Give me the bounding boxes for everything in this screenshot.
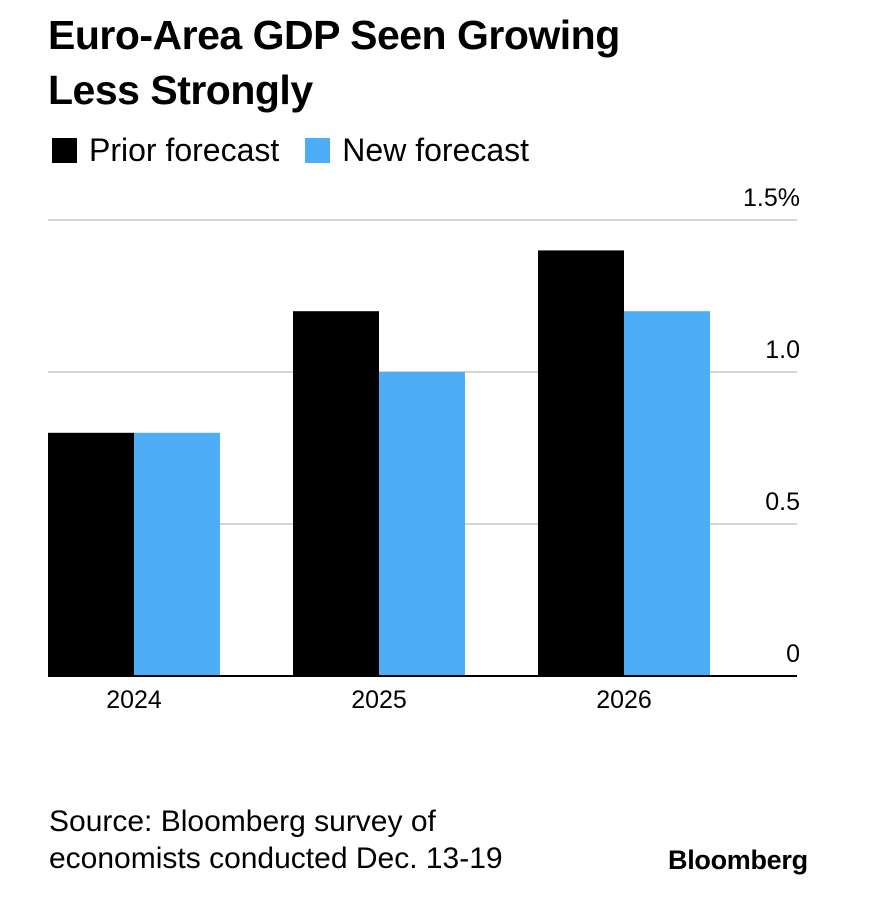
y-tick-label-1: 0.5 <box>765 488 800 516</box>
chart-title: Euro-Area GDP Seen Growing Less Strongly <box>48 8 808 118</box>
source-line-2: economists conducted Dec. 13-19 <box>49 842 503 875</box>
x-tick-label-2025: 2025 <box>351 686 407 714</box>
bar-prior-forecast-2025 <box>293 311 379 676</box>
legend-label-new: New forecast <box>342 132 530 168</box>
bar-prior-forecast-2026 <box>538 250 624 676</box>
source-note: Source: Bloomberg survey of economists c… <box>49 803 609 877</box>
bar-prior-forecast-2024 <box>48 432 134 676</box>
x-tick-label-2026: 2026 <box>596 686 652 714</box>
legend-item-new: New forecast <box>305 130 529 170</box>
x-tick-label-2024: 2024 <box>106 686 162 714</box>
legend-swatch-prior <box>52 137 77 163</box>
y-tick-label-2: 1.0 <box>765 336 800 364</box>
y-tick-label-0: 0 <box>786 640 800 668</box>
chart-title-line-2: Less Strongly <box>48 67 313 113</box>
legend-item-prior: Prior forecast <box>52 130 279 170</box>
y-tick-label-3: 1.5% <box>743 184 800 212</box>
source-line-1: Source: Bloomberg survey of <box>49 805 436 838</box>
chart-legend: Prior forecast New forecast <box>52 130 555 170</box>
bar-chart: 0 0.5 1.0 1.5% 2024 2025 2026 <box>48 184 800 714</box>
legend-swatch-new <box>305 137 331 163</box>
bar-new-forecast-2025 <box>379 372 465 676</box>
bar-new-forecast-2024 <box>134 432 220 676</box>
legend-label-prior: Prior forecast <box>89 132 280 168</box>
chart-title-line-1: Euro-Area GDP Seen Growing <box>48 12 620 58</box>
bloomberg-logo: Bloomberg <box>668 845 808 875</box>
bar-new-forecast-2026 <box>624 311 710 676</box>
